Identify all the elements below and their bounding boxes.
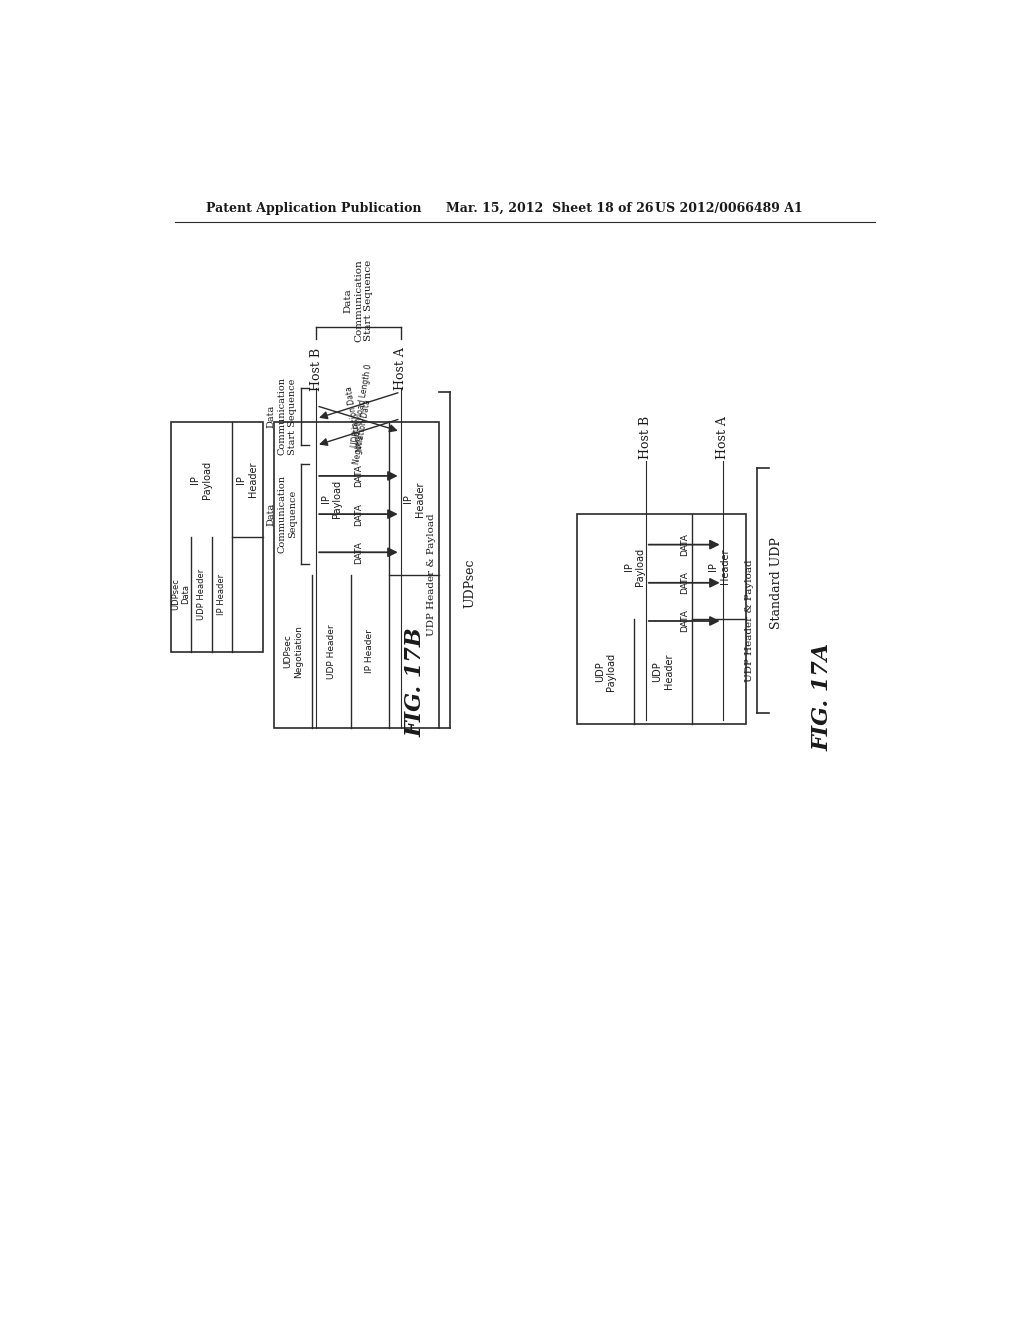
Text: IP
Payload: IP Payload — [321, 479, 342, 517]
Text: DATA: DATA — [354, 465, 362, 487]
Text: UDPsec
Data: UDPsec Data — [171, 578, 190, 610]
Text: DATA: DATA — [680, 572, 689, 594]
Text: UDP Payload Length 0: UDP Payload Length 0 — [350, 363, 374, 447]
Text: IP
Header: IP Header — [403, 480, 425, 516]
Bar — [171, 422, 262, 652]
Text: UDP Header: UDP Header — [197, 569, 206, 620]
Text: IP
Payload: IP Payload — [190, 461, 212, 499]
Bar — [577, 513, 745, 725]
Text: UDP Header & Payload: UDP Header & Payload — [427, 513, 436, 636]
Text: IP Header: IP Header — [366, 630, 375, 673]
Text: IP
Header: IP Header — [708, 549, 729, 585]
Text: Host B: Host B — [310, 347, 323, 391]
Text: Data
Communication
Sequence: Data Communication Sequence — [267, 475, 297, 553]
Text: Host B: Host B — [639, 416, 652, 459]
Text: UDP Header: UDP Header — [327, 624, 336, 678]
Bar — [274, 422, 439, 727]
Text: IP Header: IP Header — [217, 574, 226, 615]
Text: Negotiation Data: Negotiation Data — [352, 399, 373, 465]
Text: Patent Application Publication: Patent Application Publication — [206, 202, 421, 215]
Text: Data
Communication
Start Sequence: Data Communication Start Sequence — [267, 378, 297, 455]
Text: UDPsec
Negotiation: UDPsec Negotiation — [284, 626, 303, 678]
Text: Host A: Host A — [394, 347, 408, 391]
Text: IP
Header: IP Header — [237, 462, 258, 498]
Text: Mar. 15, 2012  Sheet 18 of 26: Mar. 15, 2012 Sheet 18 of 26 — [445, 202, 653, 215]
Text: UDP
Header: UDP Header — [652, 653, 674, 689]
Text: FIG. 17B: FIG. 17B — [404, 627, 427, 737]
Text: IP
Payload: IP Payload — [624, 548, 645, 586]
Text: UDPsec: UDPsec — [463, 558, 476, 607]
Text: Standard UDP: Standard UDP — [770, 537, 782, 628]
Text: DATA: DATA — [354, 503, 362, 525]
Text: UDP Header & Payload: UDP Header & Payload — [744, 560, 754, 682]
Text: DATA: DATA — [354, 541, 362, 564]
Text: Host A: Host A — [716, 416, 729, 459]
Text: US 2012/0066489 A1: US 2012/0066489 A1 — [655, 202, 803, 215]
Text: Negotiation Data: Negotiation Data — [344, 385, 365, 451]
Text: Data
Communication
Start Sequence: Data Communication Start Sequence — [343, 259, 374, 342]
Text: DATA: DATA — [680, 610, 689, 632]
Text: DATA: DATA — [680, 533, 689, 556]
Text: UDP
Payload: UDP Payload — [595, 652, 616, 690]
Text: FIG. 17A: FIG. 17A — [811, 643, 834, 751]
